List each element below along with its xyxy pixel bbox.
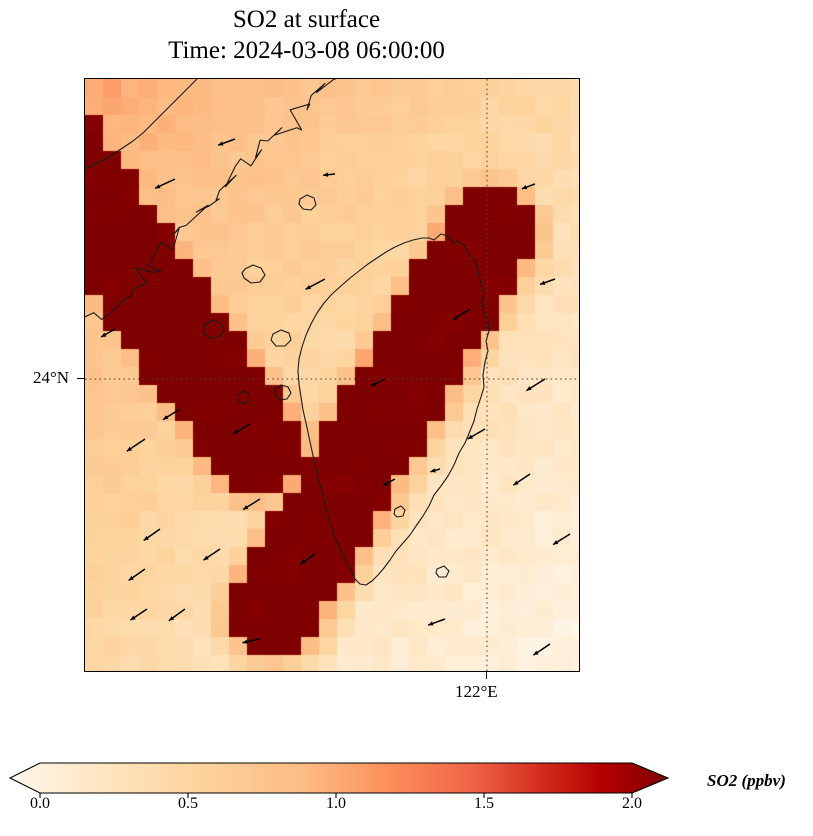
ytick-label-24n: 24°N xyxy=(33,368,70,387)
colorbar-tick-label-2: 1.0 xyxy=(326,795,346,812)
coastline-overlay xyxy=(85,79,490,586)
so2-concentration-heatmap xyxy=(85,79,579,671)
title-line-time: Time: 2024-03-08 06:00:00 xyxy=(168,37,445,64)
xtick-label-122e: 122°E xyxy=(455,682,498,701)
xtick-mark-122e xyxy=(486,672,488,679)
colorbar-label: SO2 (ppbv) xyxy=(707,771,786,790)
graticule-gridlines xyxy=(85,79,579,671)
colorbar-tick-label-3: 1.5 xyxy=(474,795,494,812)
ytick-mark-24n xyxy=(77,378,84,380)
colorbar-gradient-bar xyxy=(8,762,670,798)
figure-title: SO2 at surface Time: 2024-03-08 06:00:00 xyxy=(0,4,613,66)
wind-vector-overlay xyxy=(100,138,571,656)
colorbar-tick-label-1: 0.5 xyxy=(178,795,198,812)
colorbar-tick-label-0: 0.0 xyxy=(30,795,50,812)
map-plot-area[interactable] xyxy=(84,78,580,672)
colorbar-tick-label-4: 2.0 xyxy=(622,795,642,812)
title-line-variable: SO2 at surface xyxy=(232,6,381,33)
colorbar[interactable]: SO2 (ppbv) 0.0 0.5 1.0 1.5 2.0 xyxy=(0,755,813,836)
